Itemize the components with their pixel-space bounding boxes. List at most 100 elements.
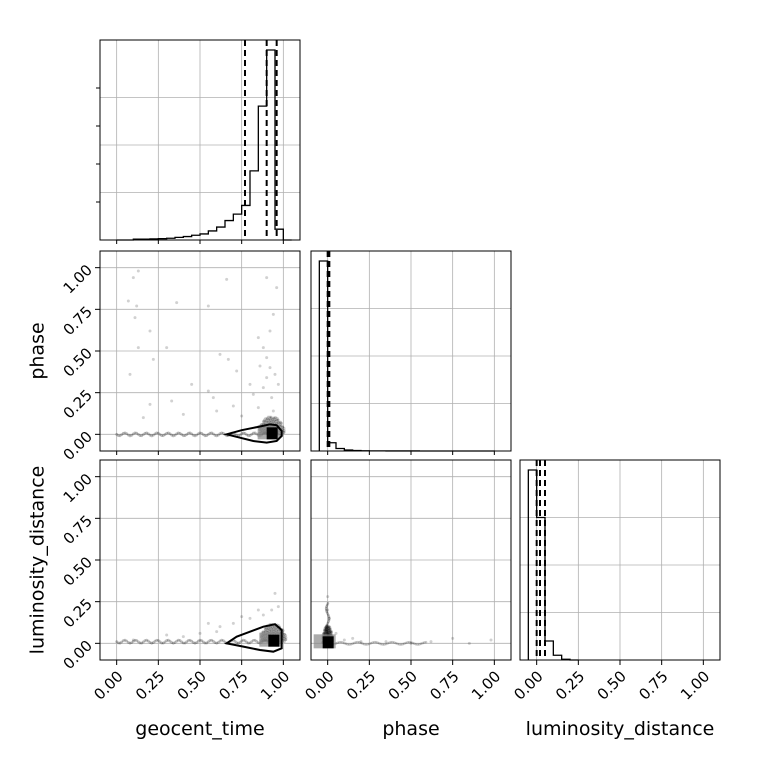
data-point <box>323 629 326 633</box>
data-point <box>270 626 274 630</box>
data-point <box>384 642 388 646</box>
data-point <box>261 613 265 617</box>
data-point <box>272 625 276 629</box>
data-point <box>275 626 278 630</box>
data-point <box>275 421 279 425</box>
data-point <box>265 356 269 360</box>
data-point <box>203 641 207 645</box>
data-point <box>208 431 212 435</box>
data-point <box>240 432 244 436</box>
data-point <box>359 640 363 644</box>
data-point <box>150 434 154 438</box>
data-point <box>411 641 414 645</box>
data-point <box>266 415 270 419</box>
data-point <box>186 639 190 642</box>
data-point <box>364 643 368 646</box>
data-point <box>269 416 273 420</box>
data-point <box>148 329 152 333</box>
data-point <box>253 431 257 435</box>
histogram-bin <box>208 231 216 240</box>
data-point <box>361 642 364 645</box>
data-point <box>272 629 276 633</box>
data-point <box>181 434 185 438</box>
data-point <box>325 625 328 628</box>
data-point <box>326 631 330 635</box>
data-point <box>141 416 145 420</box>
data-point <box>276 605 280 609</box>
x-tick-label: 0.50 <box>594 667 630 703</box>
data-point <box>328 627 332 631</box>
data-point <box>178 639 182 642</box>
contour-line <box>222 423 283 444</box>
data-point <box>325 603 329 607</box>
data-point <box>171 641 175 645</box>
data-point <box>324 626 328 630</box>
data-point <box>255 432 259 436</box>
data-point <box>327 630 331 634</box>
scatter-panel-geocent_time-luminosity_distance <box>99 459 301 661</box>
data-point <box>168 639 172 643</box>
histogram-bin <box>233 214 241 240</box>
data-point <box>268 628 272 632</box>
data-point <box>269 629 273 633</box>
data-point <box>268 630 271 634</box>
data-point <box>418 643 421 646</box>
data-point <box>116 641 120 645</box>
y-axis-label-phase: phase <box>27 322 49 379</box>
data-point <box>166 431 170 435</box>
data-point <box>198 431 202 435</box>
y-axis-label-luminosity_distance: luminosity_distance <box>27 466 49 655</box>
data-point <box>371 641 374 644</box>
y-tick-label: 0.00 <box>60 637 96 673</box>
histogram-panel-luminosity_distance <box>519 459 721 661</box>
data-point <box>115 640 119 644</box>
data-point <box>386 642 389 645</box>
density-core <box>322 636 334 649</box>
data-point <box>271 409 275 413</box>
data-point <box>165 431 169 435</box>
data-point <box>240 639 244 643</box>
data-point <box>273 627 277 631</box>
x-tick-label: 0.00 <box>301 667 337 703</box>
data-point <box>351 642 354 645</box>
data-point <box>188 431 192 435</box>
data-point <box>326 627 330 631</box>
data-point <box>378 642 381 645</box>
data-point <box>328 627 331 631</box>
data-point <box>241 431 245 435</box>
data-point <box>118 641 122 645</box>
data-point <box>324 627 328 630</box>
data-point <box>271 417 274 421</box>
data-point <box>136 640 140 644</box>
data-point <box>253 638 257 642</box>
data-point <box>156 639 160 642</box>
data-point <box>324 607 328 610</box>
data-point <box>273 627 277 631</box>
data-point <box>155 431 159 435</box>
data-point <box>346 643 349 646</box>
histogram-bin <box>537 518 545 661</box>
data-point <box>489 638 493 642</box>
data-point <box>324 628 327 632</box>
data-point <box>324 632 328 635</box>
data-point <box>215 434 219 438</box>
data-point <box>366 643 369 646</box>
data-point <box>268 421 272 424</box>
data-point <box>195 433 199 437</box>
y-tick-label: 0.50 <box>60 344 96 380</box>
data-point <box>248 382 252 386</box>
data-point <box>408 640 411 644</box>
data-point <box>151 641 155 644</box>
data-point <box>329 629 332 633</box>
data-point <box>341 641 344 644</box>
data-point <box>170 433 174 437</box>
data-point <box>275 286 279 290</box>
data-point <box>265 376 269 380</box>
data-point <box>338 640 341 644</box>
data-point <box>283 632 286 636</box>
data-point <box>148 641 152 644</box>
data-point <box>146 432 150 436</box>
data-point <box>218 432 222 436</box>
data-point <box>324 632 328 635</box>
data-point <box>403 642 406 645</box>
